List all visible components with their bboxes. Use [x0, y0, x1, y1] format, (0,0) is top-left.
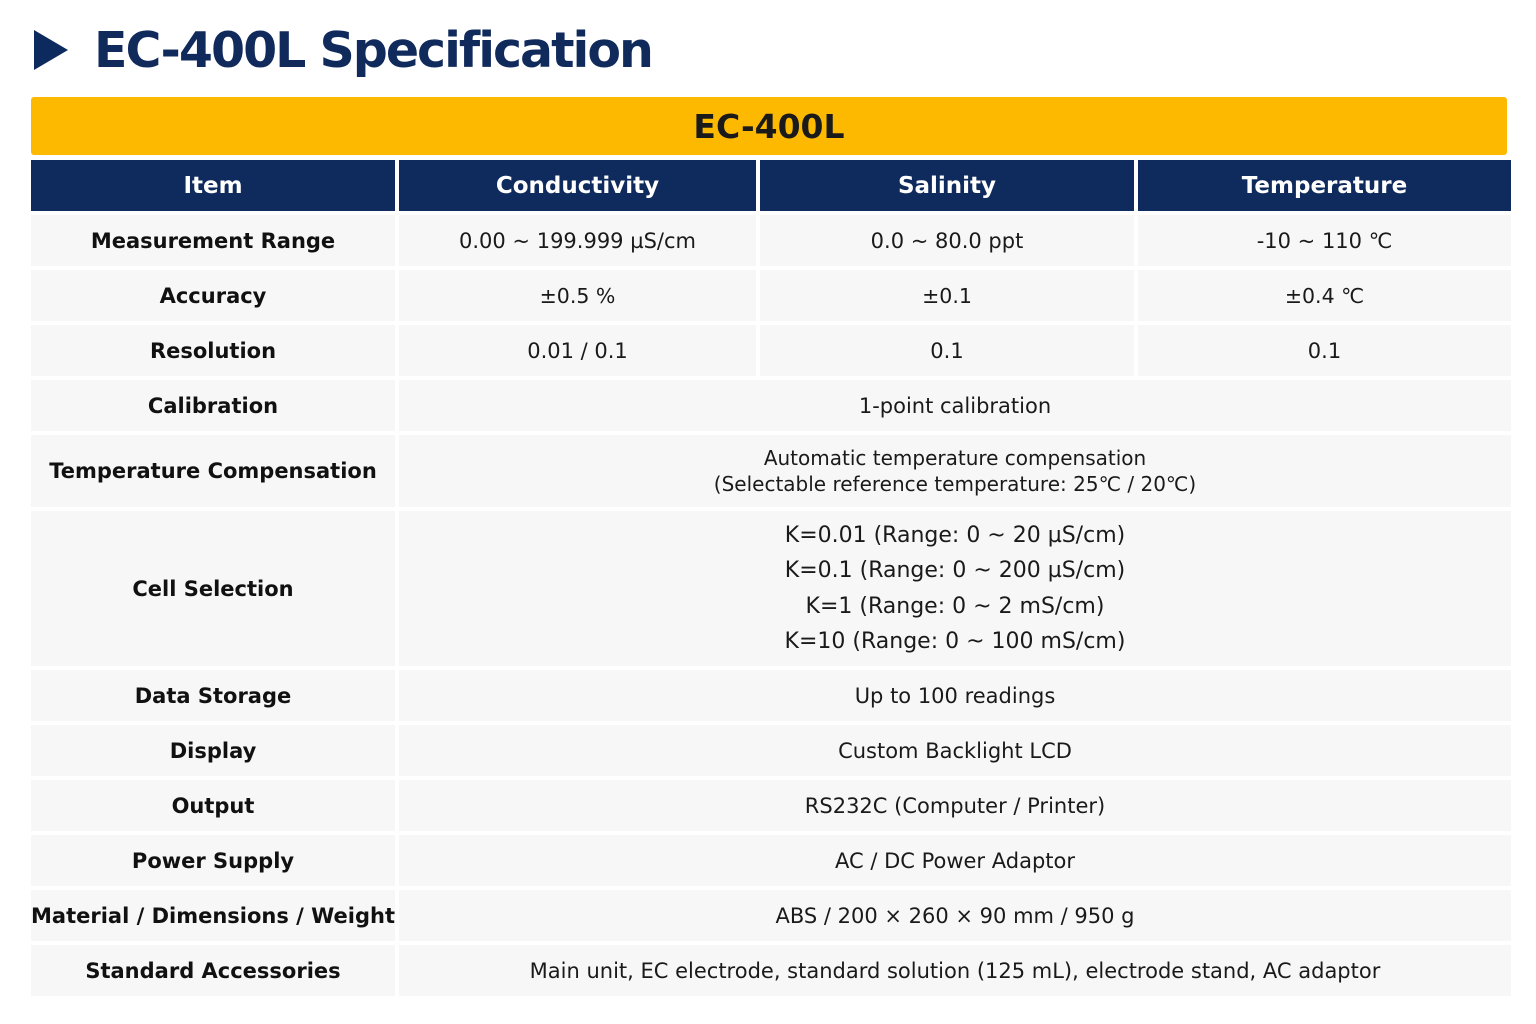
- page-title-block: EC-400L Specification: [34, 14, 654, 86]
- spec-table: EC-400L Item Conductivity Salinity Tempe…: [31, 97, 1511, 996]
- data-storage-value: Up to 100 readings: [399, 670, 1511, 721]
- model-name: EC-400L: [693, 106, 845, 146]
- row-label-resolution: Resolution: [31, 325, 395, 376]
- row-label-temperature-compensation: Temperature Compensation: [31, 435, 395, 507]
- row-label-standard-accessories: Standard Accessories: [31, 945, 395, 996]
- temperature-compensation-value: Automatic temperature compensation (Sele…: [399, 435, 1511, 507]
- cell-selection-value: K=0.01 (Range: 0 ~ 20 µS/cm) K=0.1 (Rang…: [399, 511, 1511, 666]
- resolution-conductivity: 0.01 / 0.1: [399, 325, 756, 376]
- row-label-output: Output: [31, 780, 395, 831]
- row-label-data-storage: Data Storage: [31, 670, 395, 721]
- row-label-cell-selection: Cell Selection: [31, 511, 395, 666]
- accuracy-salinity: ±0.1: [760, 270, 1134, 321]
- resolution-temperature: 0.1: [1138, 325, 1511, 376]
- model-banner: EC-400L: [31, 97, 1507, 155]
- calibration-value: 1-point calibration: [399, 380, 1511, 431]
- row-label-material-dimensions-weight: Material / Dimensions / Weight: [31, 890, 395, 941]
- material-dimensions-weight-value: ABS / 200 × 260 × 90 mm / 950 g: [399, 890, 1511, 941]
- temperature-compensation-line: (Selectable reference temperature: 25℃ /…: [713, 472, 1197, 496]
- cell-selection-line: K=0.01 (Range: 0 ~ 20 µS/cm): [784, 522, 1126, 548]
- page-title: EC-400L Specification: [94, 21, 654, 79]
- row-label-accuracy: Accuracy: [31, 270, 395, 321]
- cell-selection-line: K=10 (Range: 0 ~ 100 mS/cm): [784, 629, 1126, 654]
- row-label-power-supply: Power Supply: [31, 835, 395, 886]
- row-label-display: Display: [31, 725, 395, 776]
- spec-grid: Item Conductivity Salinity Temperature M…: [31, 160, 1511, 996]
- power-supply-value: AC / DC Power Adaptor: [399, 835, 1511, 886]
- accuracy-conductivity: ±0.5 %: [399, 270, 756, 321]
- output-value: RS232C (Computer / Printer): [399, 780, 1511, 831]
- display-value: Custom Backlight LCD: [399, 725, 1511, 776]
- cell-selection-line: K=1 (Range: 0 ~ 2 mS/cm): [805, 593, 1105, 619]
- header-conductivity: Conductivity: [399, 160, 756, 211]
- row-label-measurement-range: Measurement Range: [31, 215, 395, 266]
- header-item: Item: [31, 160, 395, 211]
- resolution-salinity: 0.1: [760, 325, 1134, 376]
- row-label-calibration: Calibration: [31, 380, 395, 431]
- play-triangle-icon: [34, 30, 68, 70]
- cell-selection-line: K=0.1 (Range: 0 ~ 200 µS/cm): [784, 558, 1126, 583]
- header-temperature: Temperature: [1138, 160, 1511, 211]
- accuracy-temperature: ±0.4 ℃: [1138, 270, 1511, 321]
- temperature-compensation-line: Automatic temperature compensation: [763, 446, 1147, 470]
- measurement-range-temperature: -10 ~ 110 ℃: [1138, 215, 1511, 266]
- standard-accessories-value: Main unit, EC electrode, standard soluti…: [399, 945, 1511, 996]
- measurement-range-conductivity: 0.00 ~ 199.999 µS/cm: [399, 215, 756, 266]
- header-salinity: Salinity: [760, 160, 1134, 211]
- measurement-range-salinity: 0.0 ~ 80.0 ppt: [760, 215, 1134, 266]
